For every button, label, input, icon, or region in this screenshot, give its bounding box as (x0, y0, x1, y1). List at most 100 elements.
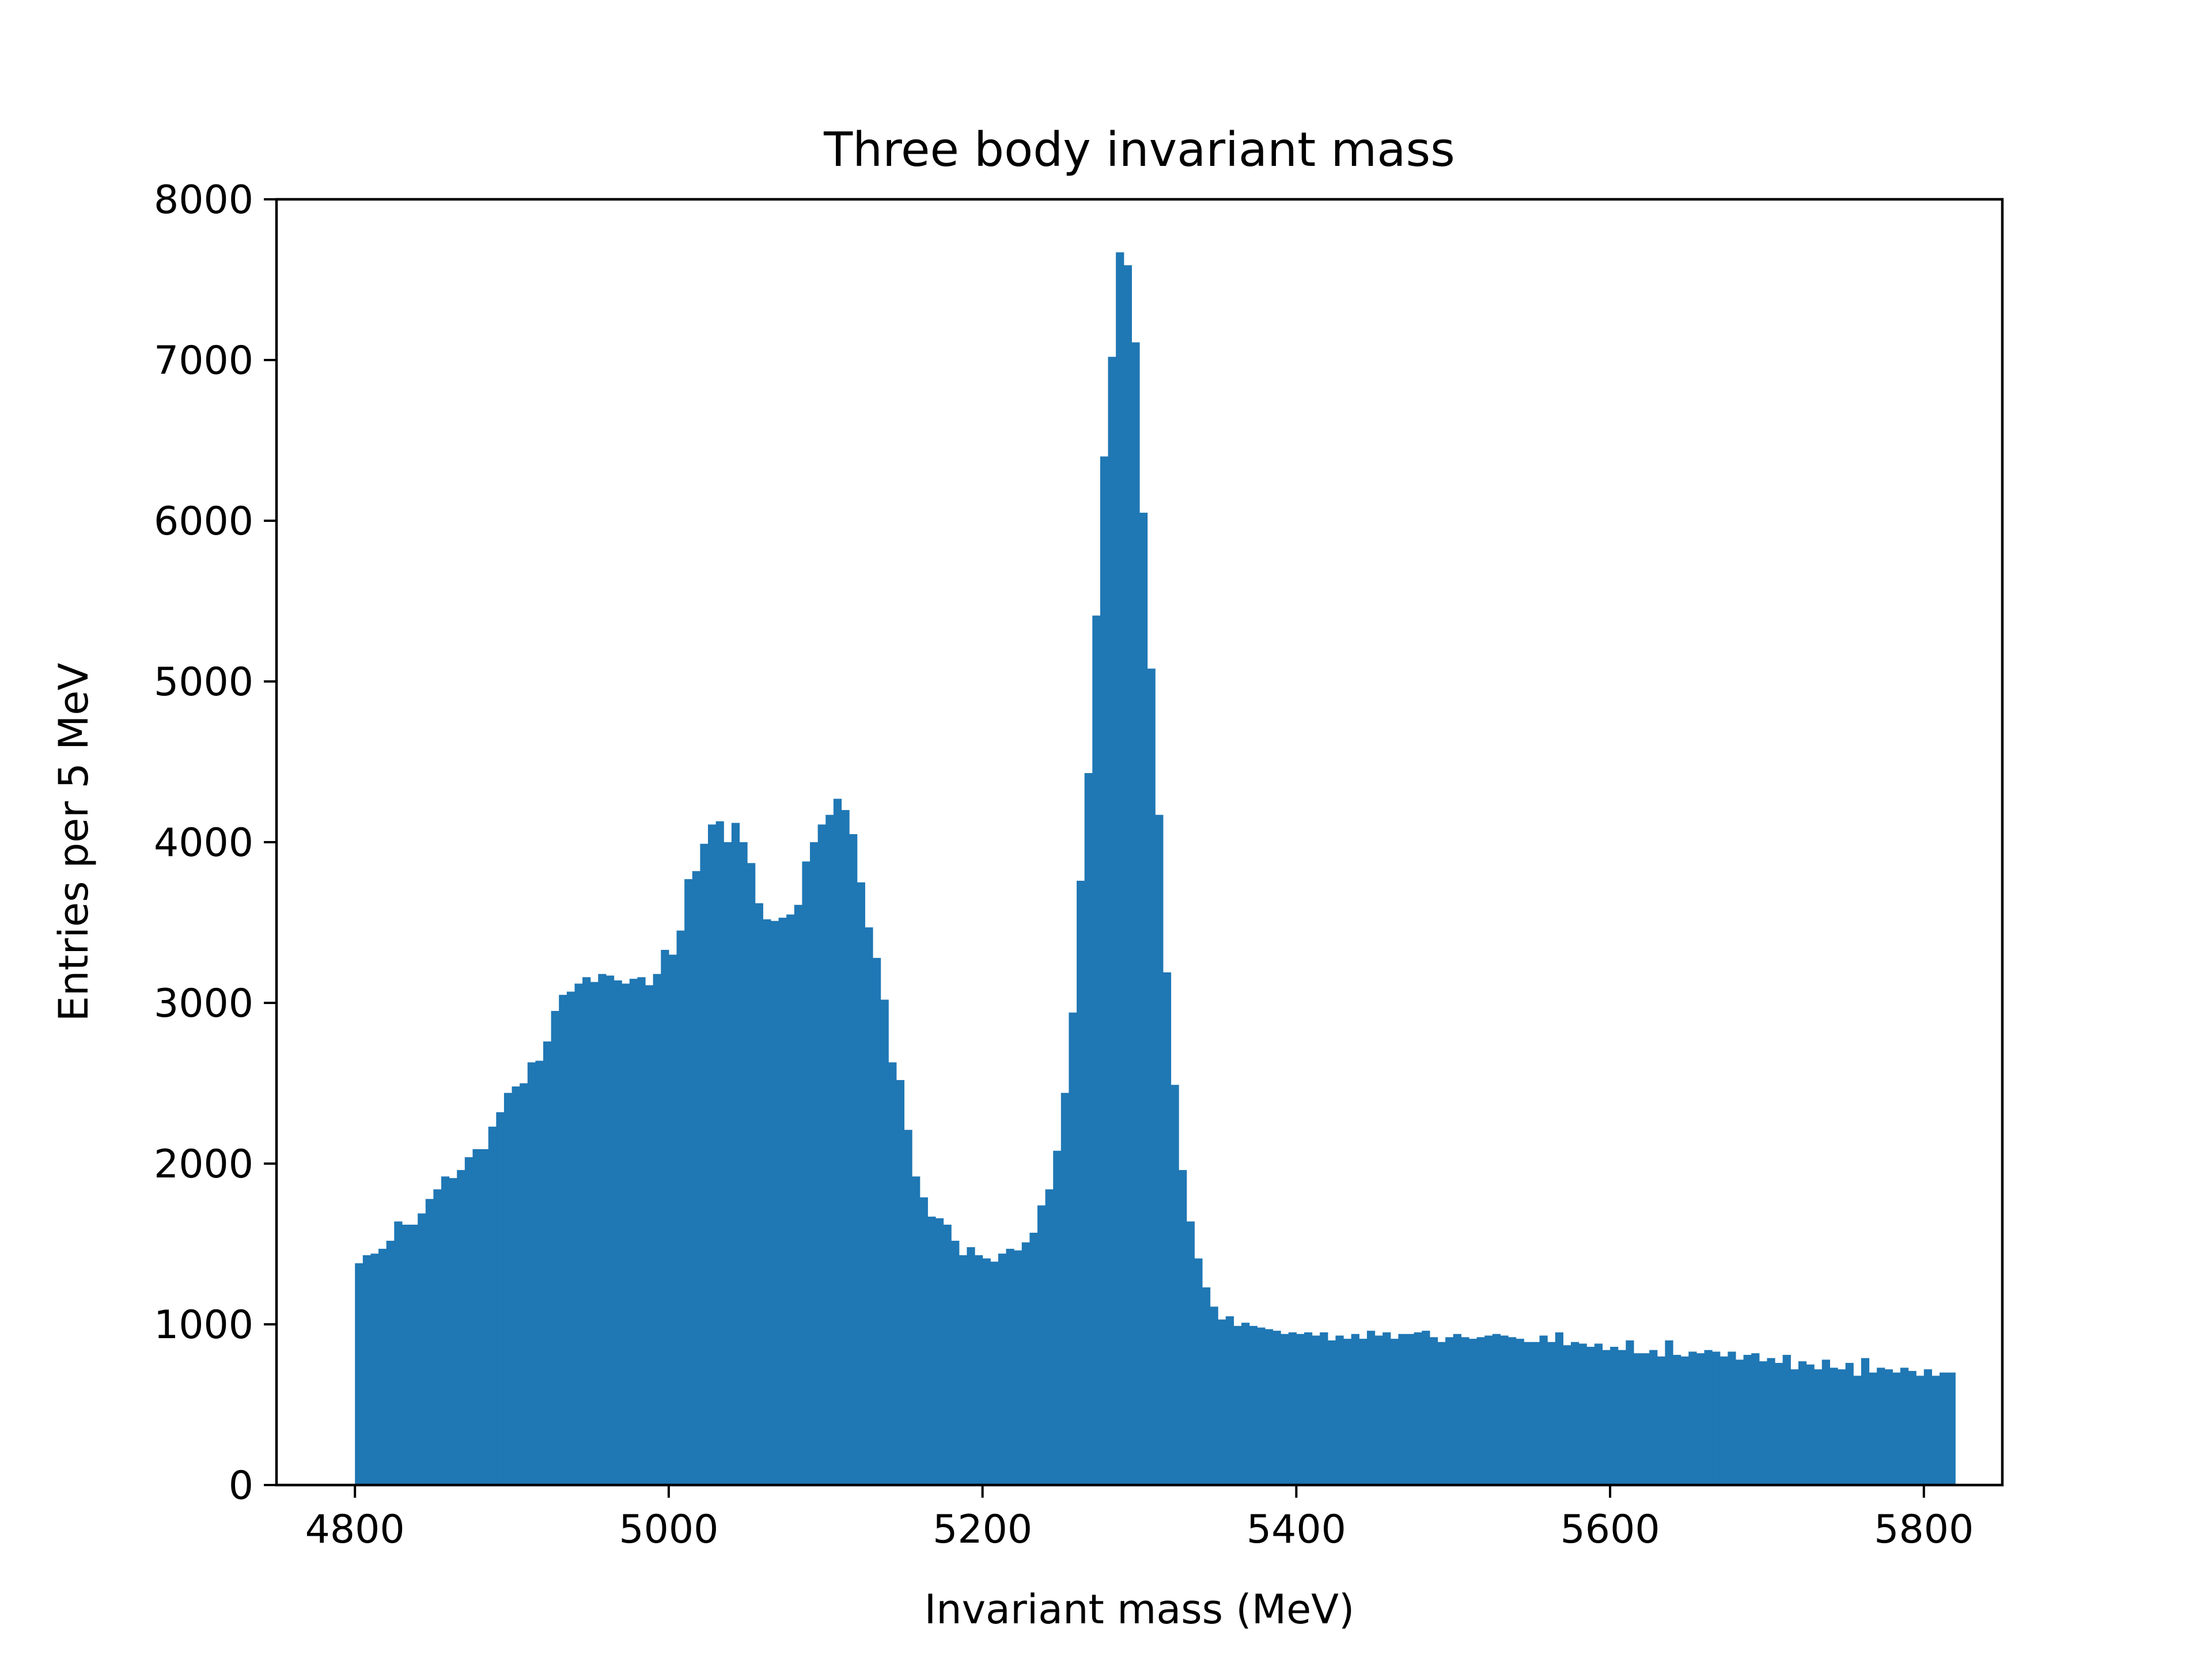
histogram-bar (1821, 1359, 1830, 1485)
histogram-bar (1233, 1325, 1242, 1485)
histogram-bar (817, 824, 826, 1485)
histogram-bar (810, 842, 819, 1485)
histogram-bar (559, 995, 567, 1485)
histogram-bar (1892, 1372, 1901, 1485)
histogram-bar (778, 918, 787, 1485)
histogram-bar (1194, 1258, 1203, 1485)
histogram-bar (1108, 357, 1116, 1486)
histogram-bar (1524, 1342, 1532, 1485)
histogram-bar (1077, 880, 1085, 1485)
y-tick-label: 5000 (154, 660, 253, 705)
histogram-bar (551, 1010, 559, 1485)
histogram-bar (1767, 1358, 1775, 1485)
histogram-bar (1155, 815, 1164, 1485)
histogram-bar (1186, 1221, 1195, 1485)
histogram-bar (1272, 1331, 1281, 1485)
histogram-bar (1366, 1331, 1376, 1485)
y-tick-label: 8000 (154, 177, 253, 223)
histogram-bar (1923, 1369, 1933, 1485)
histogram-bar (1712, 1351, 1721, 1485)
histogram-bar (661, 949, 669, 1485)
histogram-bar (622, 983, 630, 1485)
histogram-bar (1798, 1361, 1807, 1485)
histogram-bar (1728, 1351, 1736, 1485)
histogram-bar (1037, 1205, 1046, 1485)
histogram-bar (755, 903, 763, 1485)
histogram-bar (888, 1062, 897, 1485)
histogram-bar (480, 1149, 489, 1485)
histogram-bar (919, 1197, 928, 1485)
histogram-bar (1069, 1012, 1077, 1485)
histogram-bar (692, 871, 700, 1485)
histogram-bar (700, 843, 709, 1485)
histogram-bar (1790, 1369, 1799, 1485)
histogram-bar (1100, 456, 1109, 1485)
histogram-bar (1437, 1342, 1446, 1485)
histogram-bar (449, 1178, 457, 1485)
histogram-bar (472, 1149, 481, 1485)
histogram-bar (1735, 1359, 1744, 1485)
y-tick-label: 2000 (154, 1142, 253, 1187)
histogram-bar (535, 1060, 544, 1485)
histogram-bar (1084, 773, 1093, 1485)
x-tick-label: 5400 (1247, 1507, 1346, 1552)
histogram-bar (598, 974, 607, 1485)
histogram-bar (543, 1041, 552, 1485)
histogram-bar (1931, 1376, 1940, 1485)
histogram-bar (731, 823, 740, 1485)
histogram-bar (1453, 1334, 1461, 1485)
histogram-bar (1139, 513, 1148, 1485)
histogram-bar (1492, 1334, 1501, 1485)
histogram-bar (386, 1240, 395, 1485)
histogram-bar (1759, 1361, 1768, 1485)
histogram-bar (1751, 1353, 1760, 1485)
histogram-bar (1814, 1369, 1823, 1485)
histogram-bar (1680, 1356, 1689, 1485)
histogram-bar (849, 834, 858, 1485)
histogram-bar (1696, 1353, 1705, 1485)
histogram-bar (1398, 1334, 1407, 1485)
histogram-bar (1225, 1316, 1234, 1485)
histogram-bar (959, 1255, 967, 1485)
y-tick-label: 3000 (154, 981, 253, 1027)
histogram-bar (512, 1086, 520, 1485)
histogram-bar (880, 999, 889, 1485)
histogram-bar (1422, 1331, 1430, 1485)
y-tick-label: 0 (229, 1463, 253, 1509)
histogram-bar (896, 1080, 905, 1485)
histogram-bar (1884, 1369, 1893, 1485)
histogram-bar (1320, 1332, 1328, 1485)
histogram-bars (355, 252, 1956, 1486)
x-tick-label: 5600 (1560, 1507, 1660, 1552)
histogram-bar (1594, 1343, 1603, 1485)
histogram-bar (1947, 1372, 1956, 1485)
histogram-bar (1916, 1376, 1925, 1485)
histogram-bar (1374, 1335, 1383, 1485)
histogram-bar (378, 1248, 387, 1485)
histogram-bar (488, 1126, 497, 1485)
histogram-bar (582, 977, 591, 1485)
histogram-bar (1162, 972, 1172, 1485)
histogram-bar (1092, 615, 1101, 1485)
histogram-bar (1021, 1242, 1030, 1485)
histogram-bar (904, 1130, 912, 1485)
histogram-bar (1029, 1232, 1038, 1485)
histogram-bar (715, 821, 724, 1485)
histogram-bar (1704, 1350, 1713, 1485)
histogram-bar (794, 904, 803, 1485)
histogram-bar (1633, 1353, 1642, 1485)
histogram-bar (527, 1062, 536, 1485)
histogram-bar (1476, 1337, 1485, 1485)
histogram-bar (1861, 1358, 1870, 1485)
histogram-bar (1719, 1356, 1728, 1485)
histogram-bar (637, 977, 646, 1485)
histogram-bar (1045, 1189, 1054, 1485)
histogram-bar (865, 927, 873, 1485)
histogram-bar (1586, 1347, 1595, 1485)
histogram-bar (1281, 1334, 1289, 1485)
histogram-bar (425, 1199, 434, 1485)
histogram-bar (1468, 1339, 1478, 1485)
histogram-bar (590, 982, 599, 1485)
histogram-bar (1782, 1355, 1791, 1485)
histogram-bar (1006, 1248, 1014, 1485)
